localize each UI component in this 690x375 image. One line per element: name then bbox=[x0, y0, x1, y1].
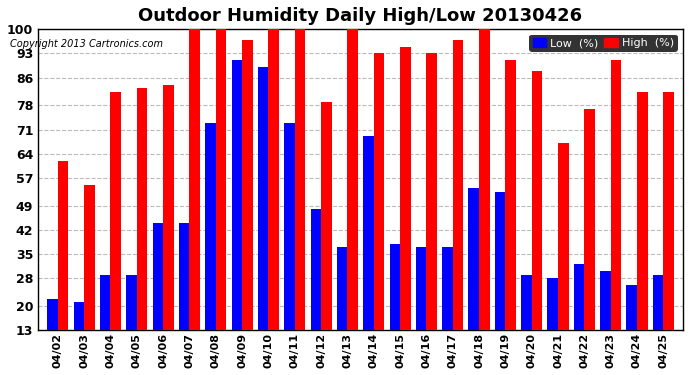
Bar bbox=[479, 29, 490, 375]
Bar bbox=[390, 244, 400, 375]
Bar bbox=[258, 67, 268, 375]
Bar bbox=[190, 29, 200, 375]
Bar bbox=[532, 71, 542, 375]
Bar bbox=[337, 247, 347, 375]
Bar bbox=[295, 29, 305, 375]
Bar bbox=[58, 160, 68, 375]
Bar bbox=[163, 85, 174, 375]
Bar bbox=[216, 29, 226, 375]
Bar bbox=[495, 192, 505, 375]
Bar bbox=[74, 302, 84, 375]
Bar bbox=[584, 109, 595, 375]
Title: Outdoor Humidity Daily High/Low 20130426: Outdoor Humidity Daily High/Low 20130426 bbox=[139, 7, 582, 25]
Bar bbox=[242, 40, 253, 375]
Bar bbox=[179, 223, 190, 375]
Bar bbox=[547, 278, 558, 375]
Bar bbox=[363, 136, 374, 375]
Bar bbox=[100, 275, 110, 375]
Bar bbox=[84, 185, 95, 375]
Bar bbox=[416, 247, 426, 375]
Bar bbox=[574, 264, 584, 375]
Bar bbox=[663, 92, 674, 375]
Bar bbox=[137, 88, 147, 375]
Legend: Low  (%), High  (%): Low (%), High (%) bbox=[529, 35, 678, 52]
Bar bbox=[268, 29, 279, 375]
Bar bbox=[152, 223, 163, 375]
Bar bbox=[600, 271, 611, 375]
Bar bbox=[521, 275, 532, 375]
Bar bbox=[232, 60, 242, 375]
Bar bbox=[627, 285, 637, 375]
Bar bbox=[400, 46, 411, 375]
Bar bbox=[653, 275, 663, 375]
Bar bbox=[374, 54, 384, 375]
Bar bbox=[442, 247, 453, 375]
Bar bbox=[347, 29, 358, 375]
Bar bbox=[284, 123, 295, 375]
Bar bbox=[48, 299, 58, 375]
Bar bbox=[505, 60, 516, 375]
Bar bbox=[126, 275, 137, 375]
Bar bbox=[637, 92, 647, 375]
Bar bbox=[611, 60, 621, 375]
Text: Copyright 2013 Cartronics.com: Copyright 2013 Cartronics.com bbox=[10, 39, 164, 50]
Bar bbox=[205, 123, 216, 375]
Bar bbox=[310, 209, 321, 375]
Bar bbox=[426, 54, 437, 375]
Bar bbox=[453, 40, 463, 375]
Bar bbox=[110, 92, 121, 375]
Bar bbox=[469, 188, 479, 375]
Bar bbox=[321, 102, 332, 375]
Bar bbox=[558, 143, 569, 375]
